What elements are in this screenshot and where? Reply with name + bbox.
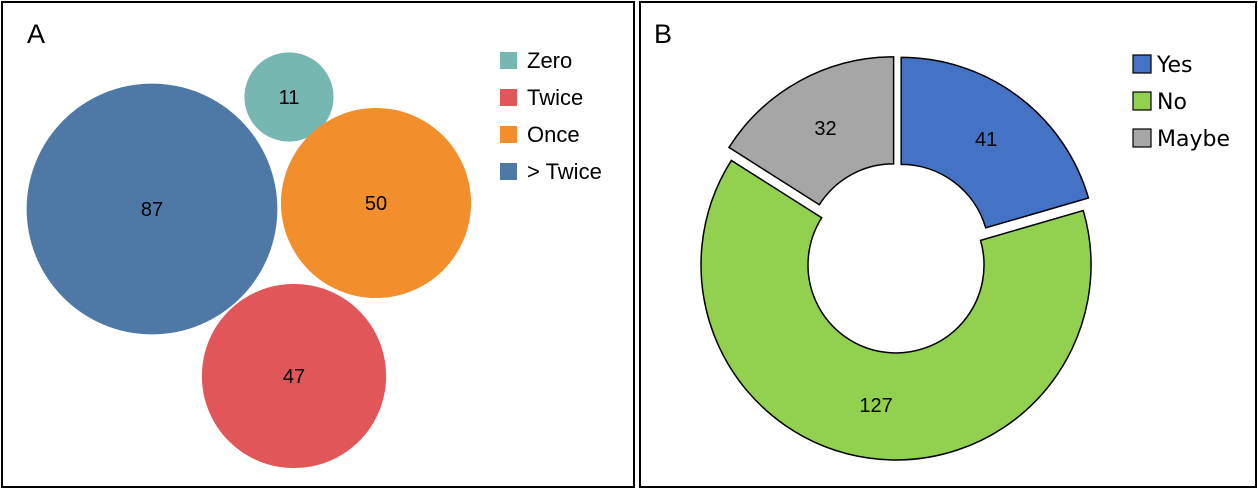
data-label-yes: 41: [975, 129, 997, 151]
donut-chart: B 41 127 32 Yes No Maybe: [654, 19, 1230, 461]
legend-label-twice: > Twice: [527, 159, 602, 184]
legend-label-zero: Zero: [527, 48, 572, 73]
legend-label-yes: Yes: [1156, 53, 1193, 78]
bubble-zero: [244, 52, 334, 142]
data-label-zero: 11: [279, 87, 300, 109]
bubble-chart: A 11 47 50 87 Zero Twice Once > Twice: [26, 19, 602, 469]
data-label-maybe: 32: [814, 118, 836, 140]
panel-a: A 11 47 50 87 Zero Twice Once > Twice: [1, 1, 635, 488]
bubble-once: [280, 107, 472, 299]
legend-swatch-yes: [1132, 54, 1152, 74]
legend-label-twice: Twice: [527, 85, 583, 110]
legend-swatch-no: [1132, 91, 1152, 111]
data-label-twice: 47: [283, 366, 305, 388]
data-label-no: 127: [859, 395, 892, 417]
legend-swatch-once: [500, 126, 517, 143]
legend-label-no: No: [1157, 90, 1187, 115]
bubble-twice: [201, 283, 387, 469]
slice-no: [700, 159, 1092, 461]
legend-label-once: Once: [527, 122, 580, 147]
legend-swatch-maybe: [1132, 128, 1152, 148]
data-label-twice: 87: [141, 199, 163, 221]
data-label-once: 50: [365, 193, 387, 215]
panel-b: B 41 127 32 Yes No Maybe: [639, 1, 1257, 488]
bubble-twice: [26, 83, 278, 335]
slice-yes: [900, 56, 1090, 229]
legend-swatch-twice: [500, 89, 517, 106]
legend-label-maybe: Maybe: [1157, 127, 1230, 152]
slice-maybe: [727, 56, 895, 206]
panel-label-a: A: [27, 19, 45, 49]
panel-label-b: B: [654, 19, 672, 49]
legend-swatch-zero: [500, 52, 517, 69]
legend-swatch-twice: [500, 163, 517, 180]
